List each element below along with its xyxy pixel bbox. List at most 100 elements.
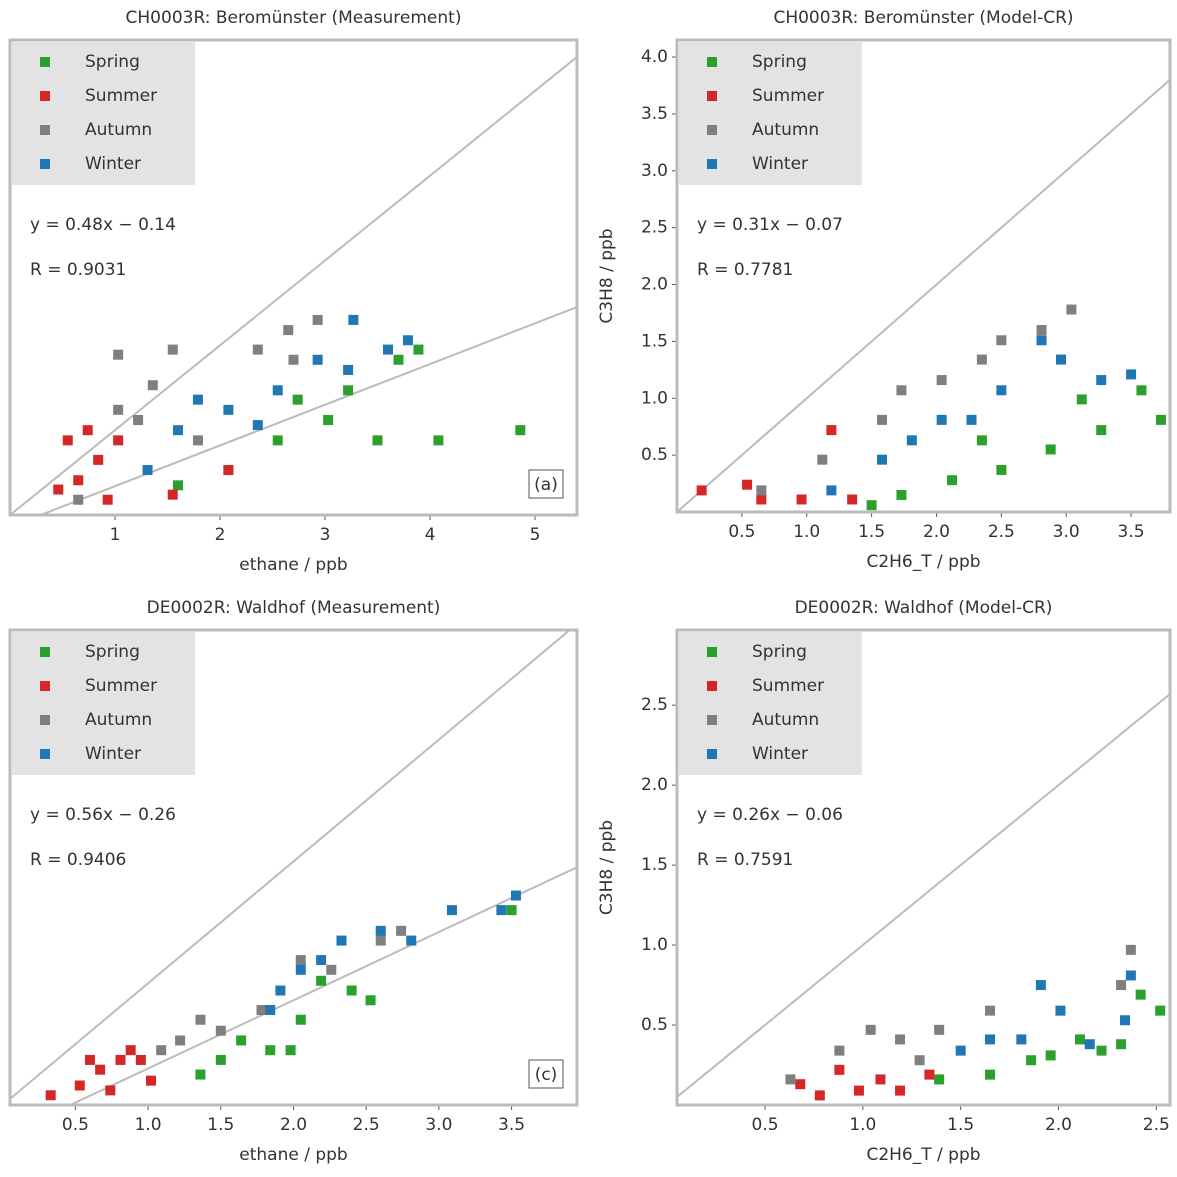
point: [696, 485, 707, 496]
point: [343, 364, 354, 375]
x-tick-label: 2: [215, 525, 226, 545]
point: [1076, 394, 1087, 405]
y-tick-label: 0.5: [641, 1015, 668, 1035]
point: [1135, 989, 1146, 1000]
legend-marker: [707, 647, 717, 657]
legend-marker: [707, 159, 717, 169]
point: [105, 1085, 116, 1096]
fit-line: [67, 866, 577, 1105]
one-to-one-line: [10, 56, 577, 515]
y-tick-label: 2.0: [641, 275, 668, 295]
point: [95, 1064, 106, 1075]
point: [167, 344, 178, 355]
point: [936, 375, 947, 386]
x-tick-label: 3.0: [425, 1115, 452, 1135]
point: [73, 494, 84, 505]
point: [252, 344, 263, 355]
point: [167, 489, 178, 500]
x-tick-label: 2.5: [988, 522, 1015, 542]
point: [288, 354, 299, 365]
annotation: y = 0.26x − 0.06: [697, 805, 843, 825]
point: [866, 500, 877, 511]
point: [1125, 944, 1136, 955]
point: [446, 905, 457, 916]
legend-marker: [707, 91, 717, 101]
point: [195, 1069, 206, 1080]
point: [985, 1005, 996, 1016]
point: [365, 995, 376, 1006]
legend-marker: [40, 681, 50, 691]
panel-label: (c): [535, 1065, 558, 1085]
point: [947, 475, 958, 486]
point: [826, 425, 837, 436]
legend-marker: [707, 57, 717, 67]
legend-marker: [707, 749, 717, 759]
annotation: R = 0.9031: [30, 260, 126, 280]
point: [1045, 444, 1056, 455]
chart-title: DE0002R: Waldhof (Measurement): [147, 598, 441, 618]
x-axis-label: ethane / ppb: [239, 1145, 347, 1165]
point: [1075, 1034, 1086, 1045]
point: [372, 435, 383, 446]
point: [312, 354, 323, 365]
plot-content: [10, 630, 577, 1105]
point: [895, 1034, 906, 1045]
y-tick-label: 2.5: [641, 695, 668, 715]
plot-frame: [675, 628, 1172, 1107]
point: [265, 1045, 276, 1056]
point: [45, 1090, 56, 1101]
point: [934, 1074, 945, 1085]
point: [142, 465, 153, 476]
point: [402, 335, 413, 346]
point: [1036, 335, 1047, 346]
point: [406, 935, 417, 946]
x-tick-label: 1.0: [849, 1115, 876, 1135]
x-tick-label: 3.5: [498, 1115, 525, 1135]
point: [996, 464, 1007, 475]
point: [84, 1054, 95, 1065]
chart-title: CH0003R: Beromünster (Model-CR): [773, 8, 1073, 28]
point: [156, 1045, 167, 1056]
point: [215, 1025, 226, 1036]
point: [147, 380, 158, 391]
point: [865, 1024, 876, 1035]
legend-label: Autumn: [85, 120, 152, 140]
legend-label: Summer: [85, 86, 157, 106]
point: [1056, 354, 1067, 365]
point: [1116, 1039, 1127, 1050]
point: [146, 1075, 157, 1086]
point: [1055, 1005, 1066, 1016]
point: [292, 394, 303, 405]
point: [1035, 980, 1046, 991]
legend-marker: [707, 125, 717, 135]
y-tick-label: 0.5: [641, 445, 668, 465]
panel: DE0002R: Waldhof (Model-CR) C2H6_T / ppb C…: [597, 598, 1172, 1165]
x-axis-label: C2H6_T / ppb: [866, 1145, 980, 1165]
point: [847, 494, 858, 505]
panel-label-box: [528, 469, 564, 499]
point: [996, 385, 1007, 396]
y-tick-label: 2.0: [641, 775, 668, 795]
point: [433, 435, 444, 446]
legend-label: Winter: [752, 744, 808, 764]
point: [326, 964, 337, 975]
point: [1084, 1039, 1095, 1050]
x-axis-label: C2H6_T / ppb: [866, 552, 980, 572]
legend-label: Winter: [85, 154, 141, 174]
legend-label: Spring: [85, 642, 140, 662]
point: [125, 1045, 136, 1056]
point: [192, 435, 203, 446]
panel-label: (a): [534, 475, 558, 495]
point: [895, 1085, 906, 1096]
point: [53, 484, 64, 495]
point: [814, 1090, 825, 1101]
point: [985, 1069, 996, 1080]
plot-content: [10, 56, 577, 515]
point: [295, 1014, 306, 1025]
point: [1120, 1015, 1131, 1026]
point: [272, 435, 283, 446]
point: [82, 425, 93, 436]
legend-marker: [40, 57, 50, 67]
panel: DE0002R: Waldhof (Measurement) ethane / p…: [8, 598, 579, 1165]
legend-marker: [40, 715, 50, 725]
